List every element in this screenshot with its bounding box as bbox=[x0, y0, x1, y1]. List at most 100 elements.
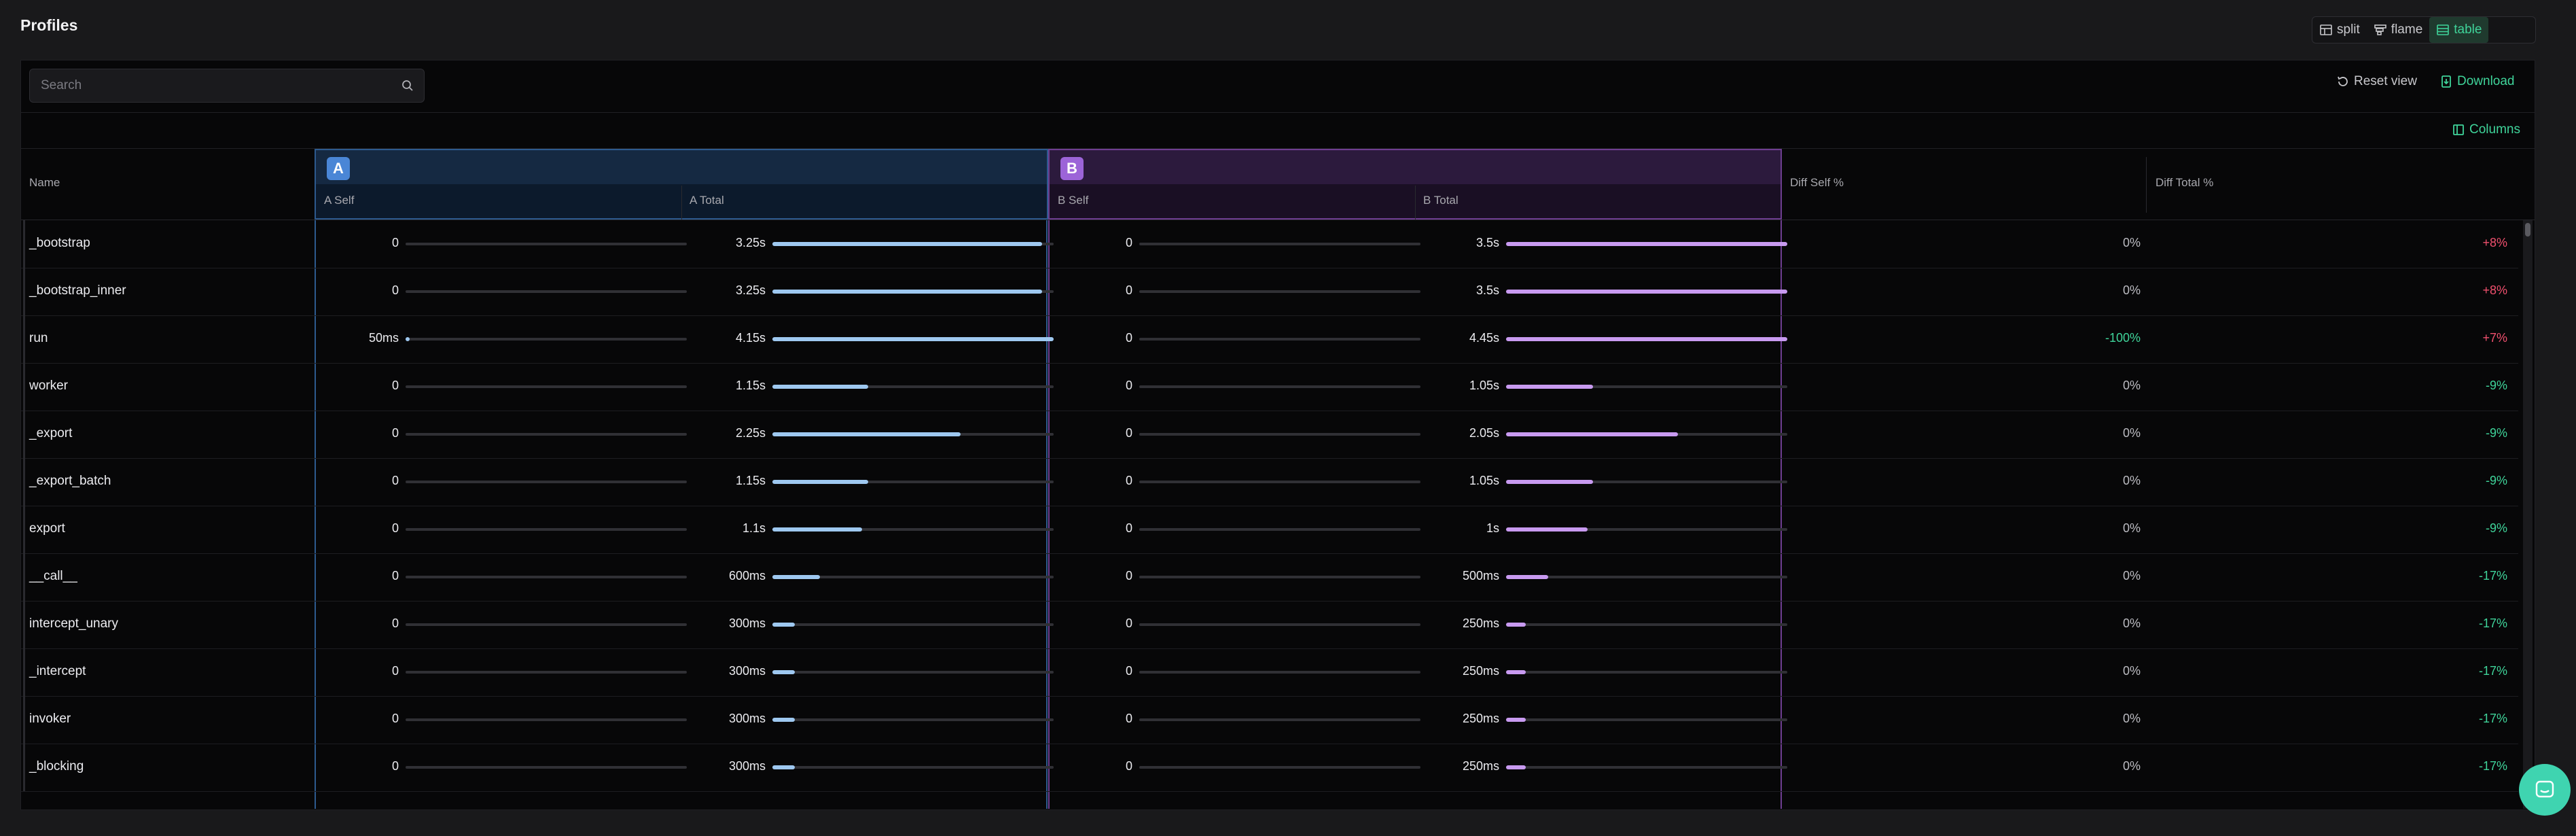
row-name: intercept_unary bbox=[29, 616, 118, 631]
b-total-bar bbox=[1506, 718, 1787, 722]
b-total-bar bbox=[1506, 670, 1787, 674]
b-total-value: 250ms bbox=[1462, 664, 1499, 678]
column-header-a-total[interactable]: A Total bbox=[690, 194, 724, 207]
split-view-button[interactable]: split bbox=[2312, 17, 2367, 43]
profile-a-left-border bbox=[315, 220, 316, 809]
diff-self-value: 0% bbox=[2122, 426, 2141, 440]
reset-view-label: Reset view bbox=[2354, 74, 2417, 88]
reset-view-button[interactable]: Reset view bbox=[2336, 74, 2417, 89]
diff-self-value: -100% bbox=[2105, 331, 2141, 345]
a-self-bar bbox=[406, 528, 687, 531]
diff-self-value: 0% bbox=[2122, 664, 2141, 678]
b-self-bar bbox=[1139, 766, 1420, 769]
table-row[interactable]: export 0 1.1s 0 1s 0% -9% bbox=[21, 506, 2518, 554]
table-row[interactable]: _export_batch 0 1.15s 0 1.05s 0% -9% bbox=[21, 458, 2518, 506]
a-self-value: 0 bbox=[391, 426, 399, 440]
a-total-bar-fill bbox=[772, 575, 820, 579]
profile-a-right-border bbox=[1046, 220, 1048, 809]
a-total-bar bbox=[772, 575, 1054, 579]
table-row[interactable]: _intercept 0 300ms 0 250ms 0% -17% bbox=[21, 648, 2518, 697]
table-row[interactable]: _export 0 2.25s 0 2.05s 0% -9% bbox=[21, 411, 2518, 459]
table-row[interactable]: __call__ 0 600ms 0 500ms 0% -17% bbox=[21, 553, 2518, 602]
table-row[interactable]: _bootstrap 0 3.25s 0 3.5s 0% +8% bbox=[21, 220, 2518, 268]
row-name: run bbox=[29, 331, 48, 345]
columns-button[interactable]: Columns bbox=[2452, 122, 2520, 137]
diff-total-value: +8% bbox=[2482, 236, 2507, 249]
a-self-bar bbox=[406, 718, 687, 721]
b-total-bar bbox=[1506, 432, 1787, 436]
a-total-bar-fill bbox=[772, 623, 795, 627]
table-view-button[interactable]: table bbox=[2429, 17, 2489, 43]
flame-view-button[interactable]: flame bbox=[2367, 17, 2429, 43]
table-row[interactable]: invoker 0 300ms 0 250ms 0% -17% bbox=[21, 696, 2518, 744]
a-total-bar bbox=[772, 765, 1054, 769]
chat-support-button[interactable] bbox=[2519, 764, 2571, 816]
b-self-value: 0 bbox=[1125, 426, 1132, 440]
table-row[interactable]: run 50ms 4.15s 0 4.45s -100% +7% bbox=[21, 315, 2518, 364]
reset-icon bbox=[2338, 76, 2348, 86]
b-self-bar bbox=[1139, 385, 1420, 388]
column-header-b-self[interactable]: B Self bbox=[1058, 194, 1089, 207]
a-self-bar bbox=[406, 243, 687, 245]
b-self-value: 0 bbox=[1125, 521, 1132, 535]
column-header-b-total[interactable]: B Total bbox=[1423, 194, 1459, 207]
a-total-value: 300ms bbox=[728, 712, 766, 725]
a-self-bar bbox=[406, 290, 687, 293]
diff-total-value: -17% bbox=[2478, 569, 2507, 582]
search-icon[interactable] bbox=[401, 79, 414, 92]
b-total-bar bbox=[1506, 765, 1787, 769]
column-header-diff-total[interactable]: Diff Total % bbox=[2155, 176, 2214, 189]
a-total-bar-fill bbox=[772, 337, 1054, 341]
a-total-value: 4.15s bbox=[735, 331, 766, 345]
b-self-bar bbox=[1139, 671, 1420, 674]
b-total-value: 1.05s bbox=[1469, 474, 1499, 487]
search-input[interactable] bbox=[39, 77, 401, 94]
column-header-a-self[interactable]: A Self bbox=[324, 194, 355, 207]
a-total-bar-fill bbox=[772, 718, 795, 722]
b-total-bar-fill bbox=[1506, 623, 1526, 627]
table-row[interactable]: _blocking 0 300ms 0 250ms 0% -17% bbox=[21, 744, 2518, 792]
a-self-value: 0 bbox=[391, 379, 399, 392]
table-row[interactable]: intercept_unary 0 300ms 0 250ms 0% -17% bbox=[21, 601, 2518, 649]
a-total-bar bbox=[772, 623, 1054, 627]
b-total-bar bbox=[1506, 575, 1787, 579]
scrollbar-thumb[interactable] bbox=[2525, 223, 2530, 237]
flame-view-label: flame bbox=[2391, 22, 2423, 37]
a-total-bar bbox=[772, 527, 1054, 532]
diff-self-value: 0% bbox=[2122, 379, 2141, 392]
table-row[interactable]: worker 0 1.15s 0 1.05s 0% -9% bbox=[21, 363, 2518, 411]
table-body: _bootstrap 0 3.25s 0 3.5s 0% +8% _bootstrap_inn… bbox=[21, 220, 2535, 809]
table-icon bbox=[2437, 24, 2450, 35]
row-indicator bbox=[23, 458, 25, 506]
column-divider bbox=[1415, 186, 1416, 220]
b-total-value: 1.05s bbox=[1469, 379, 1499, 392]
download-button[interactable]: Download bbox=[2439, 74, 2515, 89]
a-total-bar bbox=[772, 670, 1054, 674]
b-total-bar-fill bbox=[1506, 718, 1526, 722]
b-self-value: 0 bbox=[1125, 759, 1132, 773]
b-self-bar bbox=[1139, 338, 1420, 341]
a-self-bar bbox=[406, 481, 687, 483]
column-header-diff-self[interactable]: Diff Self % bbox=[1790, 176, 1844, 189]
b-total-bar-fill bbox=[1506, 670, 1526, 674]
row-indicator bbox=[23, 411, 25, 458]
b-self-value: 0 bbox=[1125, 379, 1132, 392]
column-header-name[interactable]: Name bbox=[29, 176, 60, 189]
row-name: _blocking bbox=[29, 759, 84, 773]
row-name: _bootstrap bbox=[29, 236, 90, 250]
a-total-bar-fill bbox=[772, 765, 795, 769]
table-scrollbar[interactable] bbox=[2523, 220, 2533, 809]
search-box bbox=[29, 69, 425, 103]
row-name: worker bbox=[29, 379, 69, 393]
b-self-bar bbox=[1139, 623, 1420, 626]
diff-total-value: -9% bbox=[2485, 379, 2507, 392]
b-total-value: 1s bbox=[1486, 521, 1499, 535]
b-total-bar-fill bbox=[1506, 527, 1588, 532]
a-total-value: 1.1s bbox=[742, 521, 766, 535]
row-name: _bootstrap_inner bbox=[29, 283, 126, 298]
profile-a-group: A A Self A Total bbox=[315, 149, 1048, 220]
diff-total-value: +8% bbox=[2482, 283, 2507, 297]
row-indicator bbox=[23, 363, 25, 411]
table-row[interactable]: _bootstrap_inner 0 3.25s 0 3.5s 0% +8% bbox=[21, 268, 2518, 316]
diff-total-value: -17% bbox=[2478, 664, 2507, 678]
